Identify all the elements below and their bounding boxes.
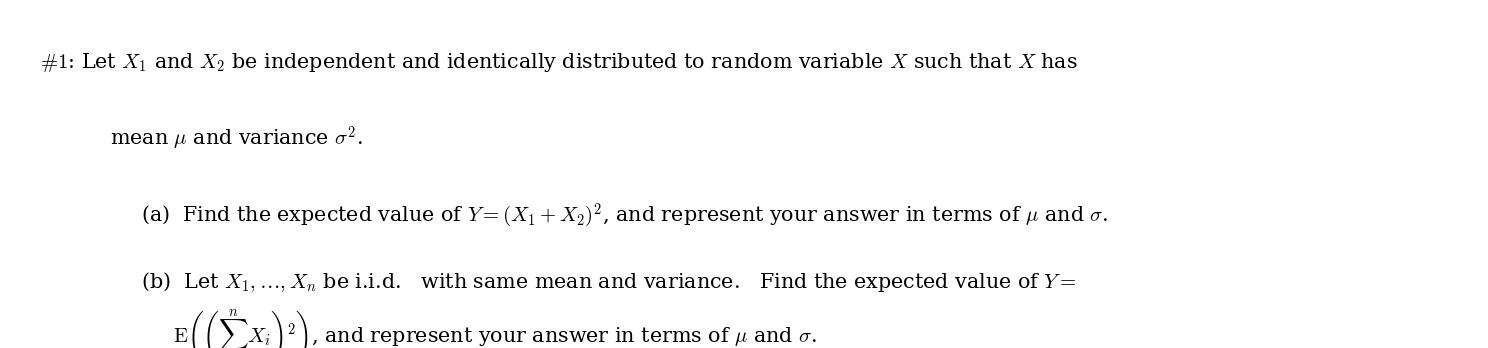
Text: (b)  Let $X_1, \ldots, X_n$ be i.i.d.   with same mean and variance.   Find the : (b) Let $X_1, \ldots, X_n$ be i.i.d. wit…: [141, 270, 1077, 294]
Text: mean $\mu$ and variance $\sigma^2$.: mean $\mu$ and variance $\sigma^2$.: [110, 125, 363, 153]
Text: (a)  Find the expected value of $Y = (X_1 + X_2)^2$, and represent your answer i: (a) Find the expected value of $Y = (X_1…: [141, 201, 1109, 230]
Text: $\#\mathbf{1}$: Let $X_1$ and $X_2$ be independent and identically distributed t: $\#\mathbf{1}$: Let $X_1$ and $X_2$ be i…: [40, 51, 1077, 74]
Text: $\mathrm{E}\left(\left(\sum_{i=1}^{n} X_i\right)^{2}\right)$, and represent your: $\mathrm{E}\left(\left(\sum_{i=1}^{n} X_…: [173, 307, 817, 348]
